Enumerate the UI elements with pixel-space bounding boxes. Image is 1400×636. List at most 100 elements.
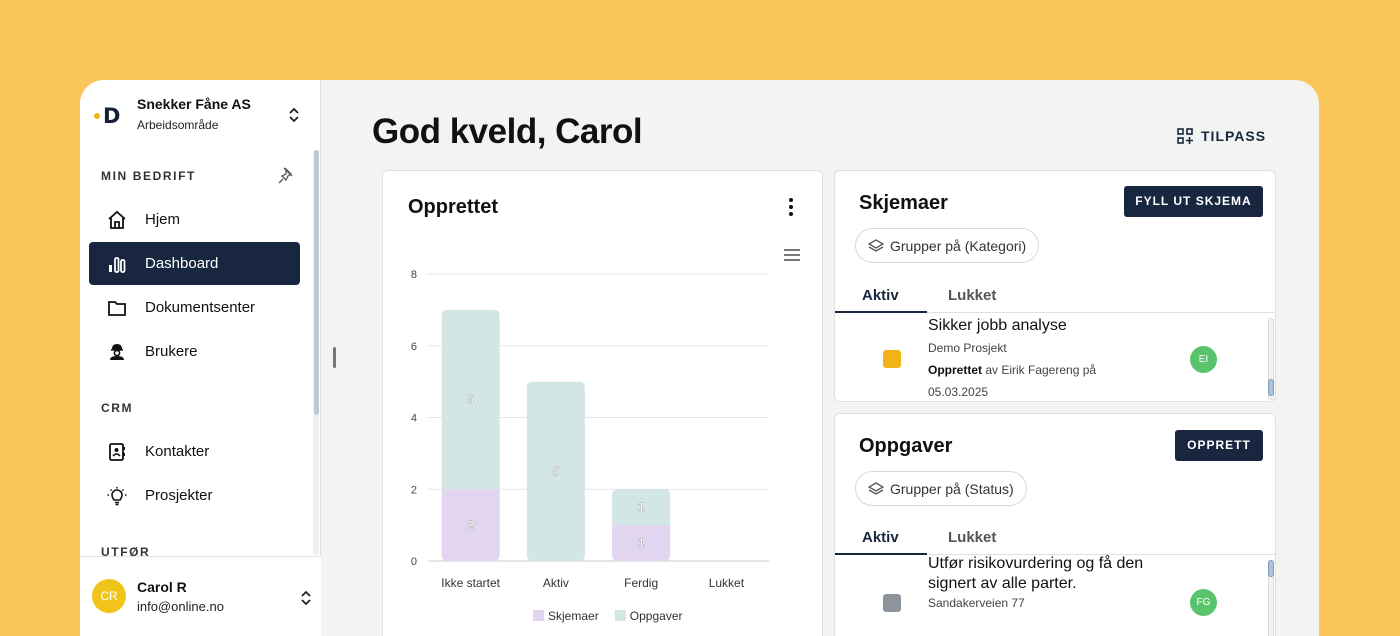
item-title: Sikker jobb analyse [928, 317, 1067, 334]
forms-scrollbar-thumb[interactable] [1268, 379, 1274, 396]
contact-card-icon [109, 443, 125, 461]
x-tick-label: Lukket [709, 576, 745, 590]
customize-grid-icon [1177, 128, 1193, 144]
more-options-icon[interactable] [783, 195, 799, 219]
worker-icon [110, 344, 124, 360]
y-tick-label: 0 [411, 556, 417, 568]
app-window: D Snekker Fåne AS Arbeidsområde MIN BEDR… [80, 80, 1319, 636]
stacked-bar-chart: 0 2 4 6 8 2 5 Ikke startet 5 Aktiv 1 1 Ferdig Lukket S… [411, 269, 769, 623]
section-label-utfor: UTFØR [101, 545, 151, 559]
sidebar-item-label: Kontakter [145, 443, 210, 460]
bar-segment [441, 489, 500, 561]
org-name: Snekker Fåne AS [137, 96, 251, 112]
y-tick-label: 4 [411, 413, 417, 425]
tab-active[interactable]: Aktiv [862, 529, 899, 546]
sidebar-resize-handle[interactable] [333, 347, 336, 368]
tab-active[interactable]: Aktiv [862, 287, 899, 304]
forms-card-title: Skjemaer [859, 192, 948, 214]
legend-label: Skjemaer [548, 609, 599, 623]
data-label: 5 [553, 464, 560, 478]
bar-segment [612, 489, 671, 526]
sidebar-scrollbar-thumb[interactable] [314, 150, 319, 415]
chip-label: Grupper på (Kategori) [890, 237, 1027, 254]
user-email: info@online.no [137, 599, 224, 614]
pin-icon[interactable] [278, 166, 296, 184]
customize-button[interactable]: TILPASS [1177, 125, 1266, 147]
section-label-crm: CRM [101, 401, 134, 415]
list-item[interactable]: Sikker jobb analyse Demo Prosjekt Oppret… [835, 316, 1265, 401]
status-square [883, 350, 901, 368]
tab-underline [835, 553, 927, 555]
assignee-badge: EI [1190, 346, 1217, 373]
lightbulb-icon [107, 487, 127, 506]
data-label: 2 [467, 518, 474, 532]
workspace-switcher[interactable]: D Snekker Fåne AS Arbeidsområde [94, 96, 309, 136]
tab-closed[interactable]: Lukket [948, 529, 997, 546]
legend-swatch [533, 610, 544, 621]
legend-label: Oppgaver [630, 609, 683, 623]
list-item[interactable]: Utfør risikovurdering og få den signert … [835, 555, 1265, 636]
section-label-min-bedrift: MIN BEDRIFT [101, 169, 196, 183]
item-address: Sandakerveien 77 [928, 596, 1025, 610]
x-tick-label: Ikke startet [441, 576, 500, 590]
tasks-card-title: Oppgaver [859, 435, 953, 457]
tab-closed[interactable]: Lukket [948, 287, 997, 304]
avatar: CR [92, 579, 126, 613]
chart-menu-icon[interactable] [783, 247, 801, 263]
item-meta: Opprettet av Eirik Fagereng på [928, 363, 1097, 377]
chevron-up-down-icon [301, 590, 311, 606]
bar-segment [441, 309, 500, 490]
sidebar-item-label: Dokumentsenter [145, 299, 256, 316]
user-menu[interactable]: CR Carol R info@online.no [80, 556, 321, 636]
data-label: 5 [467, 393, 474, 407]
y-tick-label: 2 [411, 484, 417, 496]
tasks-scrollbar-thumb[interactable] [1268, 560, 1274, 577]
data-label: 1 [638, 536, 645, 550]
chevron-up-down-icon [289, 107, 299, 123]
sidebar-item-label: Dashboard [145, 255, 219, 272]
sidebar-item-dokumentsenter[interactable]: Dokumentsenter [89, 286, 300, 329]
sidebar: D Snekker Fåne AS Arbeidsområde MIN BEDR… [80, 80, 321, 636]
create-task-button[interactable]: OPPRETT [1175, 430, 1263, 461]
bar-segment [526, 381, 585, 561]
sidebar-item-label: Prosjekter [145, 487, 213, 504]
workspace-label: Arbeidsområde [137, 118, 219, 132]
user-name: Carol R [137, 579, 187, 595]
fill-form-button[interactable]: FYLL UT SKJEMA [1124, 186, 1263, 217]
chart-card-title: Opprettet [408, 196, 498, 218]
layers-icon [868, 238, 884, 252]
tasks-tabs: Aktiv Lukket [835, 521, 1275, 555]
item-date: 05.03.2025 [928, 385, 989, 399]
assignee-badge: FG [1190, 589, 1217, 616]
forms-tabs: Aktiv Lukket [835, 279, 1275, 313]
bar-segment [612, 525, 671, 561]
created-chart-card: Opprettet 0 2 4 6 8 2 5 Ikke startet 5 Aktiv 1 1 Fer… [382, 170, 823, 636]
tasks-card: Oppgaver OPPRETT Grupper på (Status) Akt… [834, 413, 1276, 636]
group-by-status-chip[interactable]: Grupper på (Status) [855, 471, 1027, 506]
y-tick-label: 6 [411, 341, 417, 353]
layers-icon [868, 481, 884, 495]
folder-icon [108, 301, 126, 316]
item-title-line-2: signert av alle parter. [928, 575, 1077, 592]
x-tick-label: Ferdig [624, 576, 658, 590]
app-logo: D [94, 104, 126, 128]
item-project: Demo Prosjekt [928, 341, 1007, 355]
forms-card: Skjemaer FYLL UT SKJEMA Grupper på (Kate… [834, 170, 1276, 402]
x-tick-label: Aktiv [543, 576, 569, 590]
customize-label: TILPASS [1201, 128, 1267, 144]
home-icon [108, 210, 126, 229]
sidebar-item-prosjekter[interactable]: Prosjekter [89, 474, 300, 517]
sidebar-item-kontakter[interactable]: Kontakter [89, 430, 300, 473]
y-tick-label: 8 [411, 269, 417, 281]
bar-chart-icon [109, 257, 126, 273]
sidebar-item-label: Brukere [145, 343, 198, 360]
sidebar-item-brukere[interactable]: Brukere [89, 330, 300, 373]
tab-underline [835, 311, 927, 313]
forms-scrollbar-track[interactable] [1268, 318, 1274, 400]
item-title-line-1: Utfør risikovurdering og få den [928, 555, 1144, 572]
sidebar-item-dashboard[interactable]: Dashboard [89, 242, 300, 285]
sidebar-item-hjem[interactable]: Hjem [89, 198, 300, 241]
legend-swatch [614, 610, 626, 621]
page-title: God kveld, Carol [372, 112, 643, 151]
group-by-category-chip[interactable]: Grupper på (Kategori) [855, 228, 1040, 263]
